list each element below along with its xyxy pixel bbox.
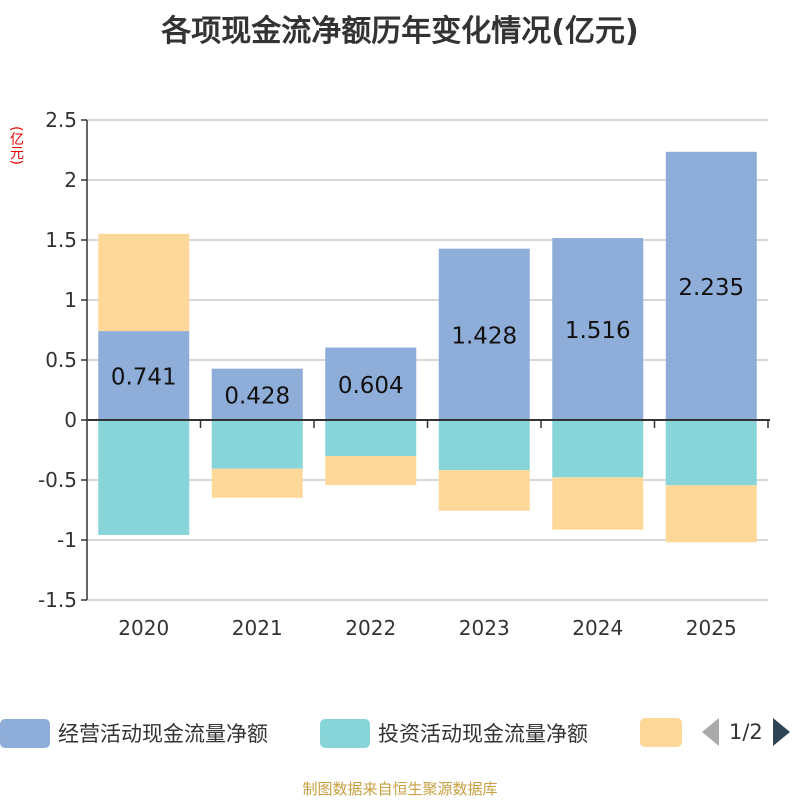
y-tick-label: 1 xyxy=(64,288,77,312)
bar-2020-series-1 xyxy=(98,420,190,535)
x-tick-label: 2023 xyxy=(459,616,510,640)
next-page-icon[interactable] xyxy=(772,718,790,746)
x-tick-label: 2020 xyxy=(118,616,169,640)
y-tick-label: 2.5 xyxy=(45,108,77,132)
legend-item-financing[interactable] xyxy=(640,718,690,747)
bar-2023-series-1 xyxy=(438,420,530,471)
bar-chart: -1.5 -1 -0.5 0 0.5 1 1.5 2 2.5 0.741 2020 0.428 2021… xyxy=(38,108,770,640)
data-label: 0.741 xyxy=(111,365,177,391)
page-indicator: 1/2 xyxy=(729,720,763,744)
x-tick-label: 2022 xyxy=(345,616,396,640)
x-tick-label: 2024 xyxy=(572,616,623,640)
bar-2020-series-2 xyxy=(98,233,190,332)
legend: 经营活动现金流量净额 投资活动现金流量净额 1/2 xyxy=(0,718,800,752)
legend-swatch xyxy=(320,718,370,748)
chart-title: 各项现金流净额历年变化情况(亿元) xyxy=(161,14,639,49)
legend-item-investing[interactable]: 投资活动现金流量净额 xyxy=(320,718,588,748)
y-tick-label: -1 xyxy=(57,528,77,552)
bar-2025-series-1 xyxy=(665,420,757,486)
bar-2021-series-1 xyxy=(211,420,303,469)
data-label: 0.428 xyxy=(224,383,290,409)
legend-label: 经营活动现金流量净额 xyxy=(58,722,268,746)
bar-2022-series-0 xyxy=(325,347,417,420)
bar-2023-series-2 xyxy=(438,470,530,511)
legend-swatch xyxy=(0,718,50,748)
bar-2021-series-2 xyxy=(211,468,303,498)
y-tick-label: 1.5 xyxy=(45,228,77,252)
y-axis-unit: (亿元) xyxy=(8,126,24,165)
bar-2022-series-2 xyxy=(325,456,417,486)
bar-2021-series-0 xyxy=(211,368,303,420)
legend-pager: 1/2 xyxy=(702,718,790,746)
bar-2022-series-1 xyxy=(325,420,417,456)
x-tick-label: 2025 xyxy=(686,616,737,640)
x-tick-label: 2021 xyxy=(232,616,283,640)
data-label: 0.604 xyxy=(338,373,404,399)
bar-2020-series-0 xyxy=(98,331,190,420)
y-tick-label: -0.5 xyxy=(38,468,77,492)
legend-item-operating[interactable]: 经营活动现金流量净额 xyxy=(0,718,268,748)
bar-2024-series-0 xyxy=(552,238,644,420)
y-tick-label: 0.5 xyxy=(45,348,77,372)
data-label: 2.235 xyxy=(678,275,744,301)
bar-2024-series-2 xyxy=(552,477,644,530)
legend-label: 投资活动现金流量净额 xyxy=(378,722,588,746)
data-label: 1.516 xyxy=(565,318,631,344)
data-label: 1.428 xyxy=(451,323,517,349)
bar-2023-series-0 xyxy=(438,248,530,420)
y-tick-label: 2 xyxy=(64,168,77,192)
y-tick-label: 0 xyxy=(64,408,77,432)
bar-2025-series-0 xyxy=(665,151,757,421)
bar-2025-series-2 xyxy=(665,485,757,543)
bar-2024-series-1 xyxy=(552,420,644,478)
y-tick-label: -1.5 xyxy=(38,588,77,612)
source-note: 制图数据来自恒生聚源数据库 xyxy=(302,780,498,798)
prev-page-icon[interactable] xyxy=(702,718,719,746)
legend-swatch xyxy=(640,718,682,747)
